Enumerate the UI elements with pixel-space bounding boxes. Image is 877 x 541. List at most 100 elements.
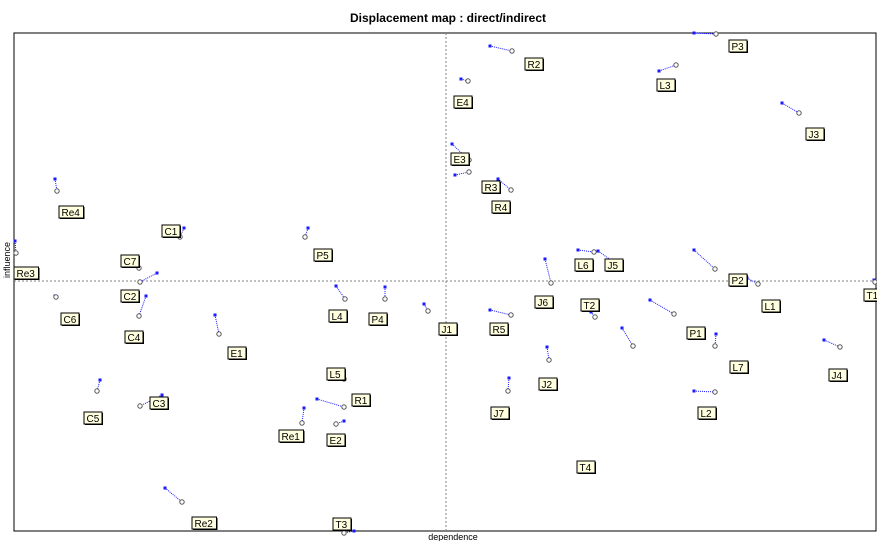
label-t2: T2 [580,298,600,312]
point-j1 [422,302,431,314]
label-text: T4 [580,463,592,474]
label-box [149,396,169,410]
direct-position-point [213,313,217,317]
point-c2 [137,271,159,285]
point-e4 [459,77,471,84]
label-c7: C7 [120,254,140,268]
label-j2: J2 [538,377,558,391]
label-box [313,248,333,262]
label-text: R2 [528,60,541,71]
direct-position-point [543,257,547,261]
label-r3: R3 [481,180,501,194]
point-l6 [576,248,597,255]
indirect-position-point [333,421,339,427]
label-t1: T1 [863,288,877,302]
indirect-position-point [216,331,222,337]
displacement-line [316,398,345,408]
label-text: J5 [608,261,619,272]
displacement-line [335,285,346,300]
label-box [574,258,594,272]
label-text: J1 [442,325,453,336]
label-box [805,127,825,141]
direct-position-point [780,101,784,105]
direct-position-point [302,406,306,410]
indirect-position-point [53,294,59,300]
label-text: L6 [578,261,590,272]
label-text: C4 [128,333,141,344]
label-p1: P1 [686,326,706,340]
direct-position-point [648,298,652,302]
label-l1: L1 [761,299,781,313]
indirect-position-point [341,404,347,410]
label-box [576,460,596,474]
point-l4 [334,284,348,302]
label-box [686,326,706,340]
direct-position-point [545,345,549,349]
label-text: C5 [87,414,100,425]
label-j4: J4 [828,368,848,382]
label-c2: C2 [120,289,140,303]
indirect-position-point [755,281,761,287]
indirect-position-point [466,169,472,175]
point-r5 [488,308,514,318]
label-p2: P2 [728,273,748,287]
point-p3 [692,31,719,37]
label-text: C2 [124,292,137,303]
label-text: Re4 [62,208,81,219]
label-re4: Re4 [58,205,85,219]
label-text: L3 [660,81,672,92]
displacement-line [693,249,716,270]
point-c6 [53,294,59,300]
direct-position-point [182,226,186,230]
displacement-line [621,327,634,347]
label-text: J4 [832,371,843,382]
direct-position-point [822,338,826,342]
label-text: E1 [231,349,244,360]
label-p3: P3 [728,39,748,53]
indirect-position-point [465,78,471,84]
label-l2: L2 [697,406,717,420]
displacement-line [489,45,513,52]
indirect-position-point [712,389,718,395]
point-t1 [872,278,877,285]
direct-position-point [507,376,511,380]
point-l2 [692,389,718,395]
label-text: E2 [330,436,343,447]
y-axis-label: influence [2,242,12,278]
point-p4 [382,285,388,302]
label-box [453,95,473,109]
direct-position-point [576,248,580,252]
point-e1 [213,313,222,337]
indirect-position-point [508,312,514,318]
label-box [120,254,140,268]
label-e4: E4 [453,95,473,109]
label-j3: J3 [805,127,825,141]
point-l7 [712,332,718,349]
point-j4 [822,338,843,350]
label-text: R1 [355,396,368,407]
label-box [326,433,346,447]
label-c6: C6 [60,312,80,326]
direct-position-point [160,393,164,397]
point-j6 [543,257,554,286]
direct-position-point [714,332,718,336]
displacement-line [214,314,220,335]
label-box [580,298,600,312]
point-labels: P3 R2 L3 E4 J3 E3 R3 R4 Re4 C1 P5 Re3 C7 L6 J5 P2 C2 J6 T2… [13,39,877,531]
point-p2 [692,248,718,272]
direct-position-point [306,226,310,230]
displacement-line [454,171,470,176]
direct-position-point [692,248,696,252]
label-box [728,273,748,287]
label-l4: L4 [328,309,348,323]
label-box [489,322,509,336]
direct-position-point [488,308,492,312]
indirect-position-point [796,110,802,116]
displacement-line [489,309,512,316]
label-box [828,368,848,382]
label-c3: C3 [149,396,169,410]
point-j2 [545,345,552,363]
indirect-position-point [546,357,552,363]
label-e3: E3 [450,152,470,166]
indirect-position-point [712,343,718,349]
